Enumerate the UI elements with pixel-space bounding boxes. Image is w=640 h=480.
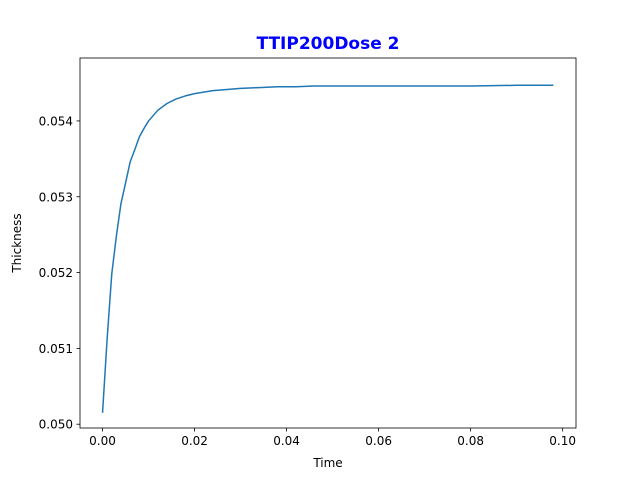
thickness-series-line xyxy=(101,84,554,413)
x-tick-label: 0.00 xyxy=(89,434,116,448)
plot-frame xyxy=(79,57,577,429)
x-tick-label: 0.06 xyxy=(365,434,392,448)
x-axis: 0.00 0.02 0.04 0.06 0.08 0.10 xyxy=(89,428,576,448)
plot-area xyxy=(79,57,577,429)
y-tick-label: 0.052 xyxy=(39,266,73,280)
plot-background xyxy=(80,58,576,428)
chart-title: TTIP200Dose 2 xyxy=(256,34,399,54)
y-tick-label: 0.050 xyxy=(39,418,73,432)
x-tick-label: 0.10 xyxy=(549,434,576,448)
y-axis-label: Thickness xyxy=(10,213,24,273)
x-tick-label: 0.02 xyxy=(181,434,208,448)
x-tick-label: 0.08 xyxy=(457,434,484,448)
x-tick-label: 0.04 xyxy=(273,434,300,448)
y-tick-label: 0.051 xyxy=(39,342,73,356)
x-axis-label: Time xyxy=(312,456,342,470)
y-axis: 0.050 0.051 0.052 0.053 0.054 xyxy=(39,114,80,432)
y-tick-label: 0.053 xyxy=(39,190,73,204)
y-tick-label: 0.054 xyxy=(39,114,73,128)
